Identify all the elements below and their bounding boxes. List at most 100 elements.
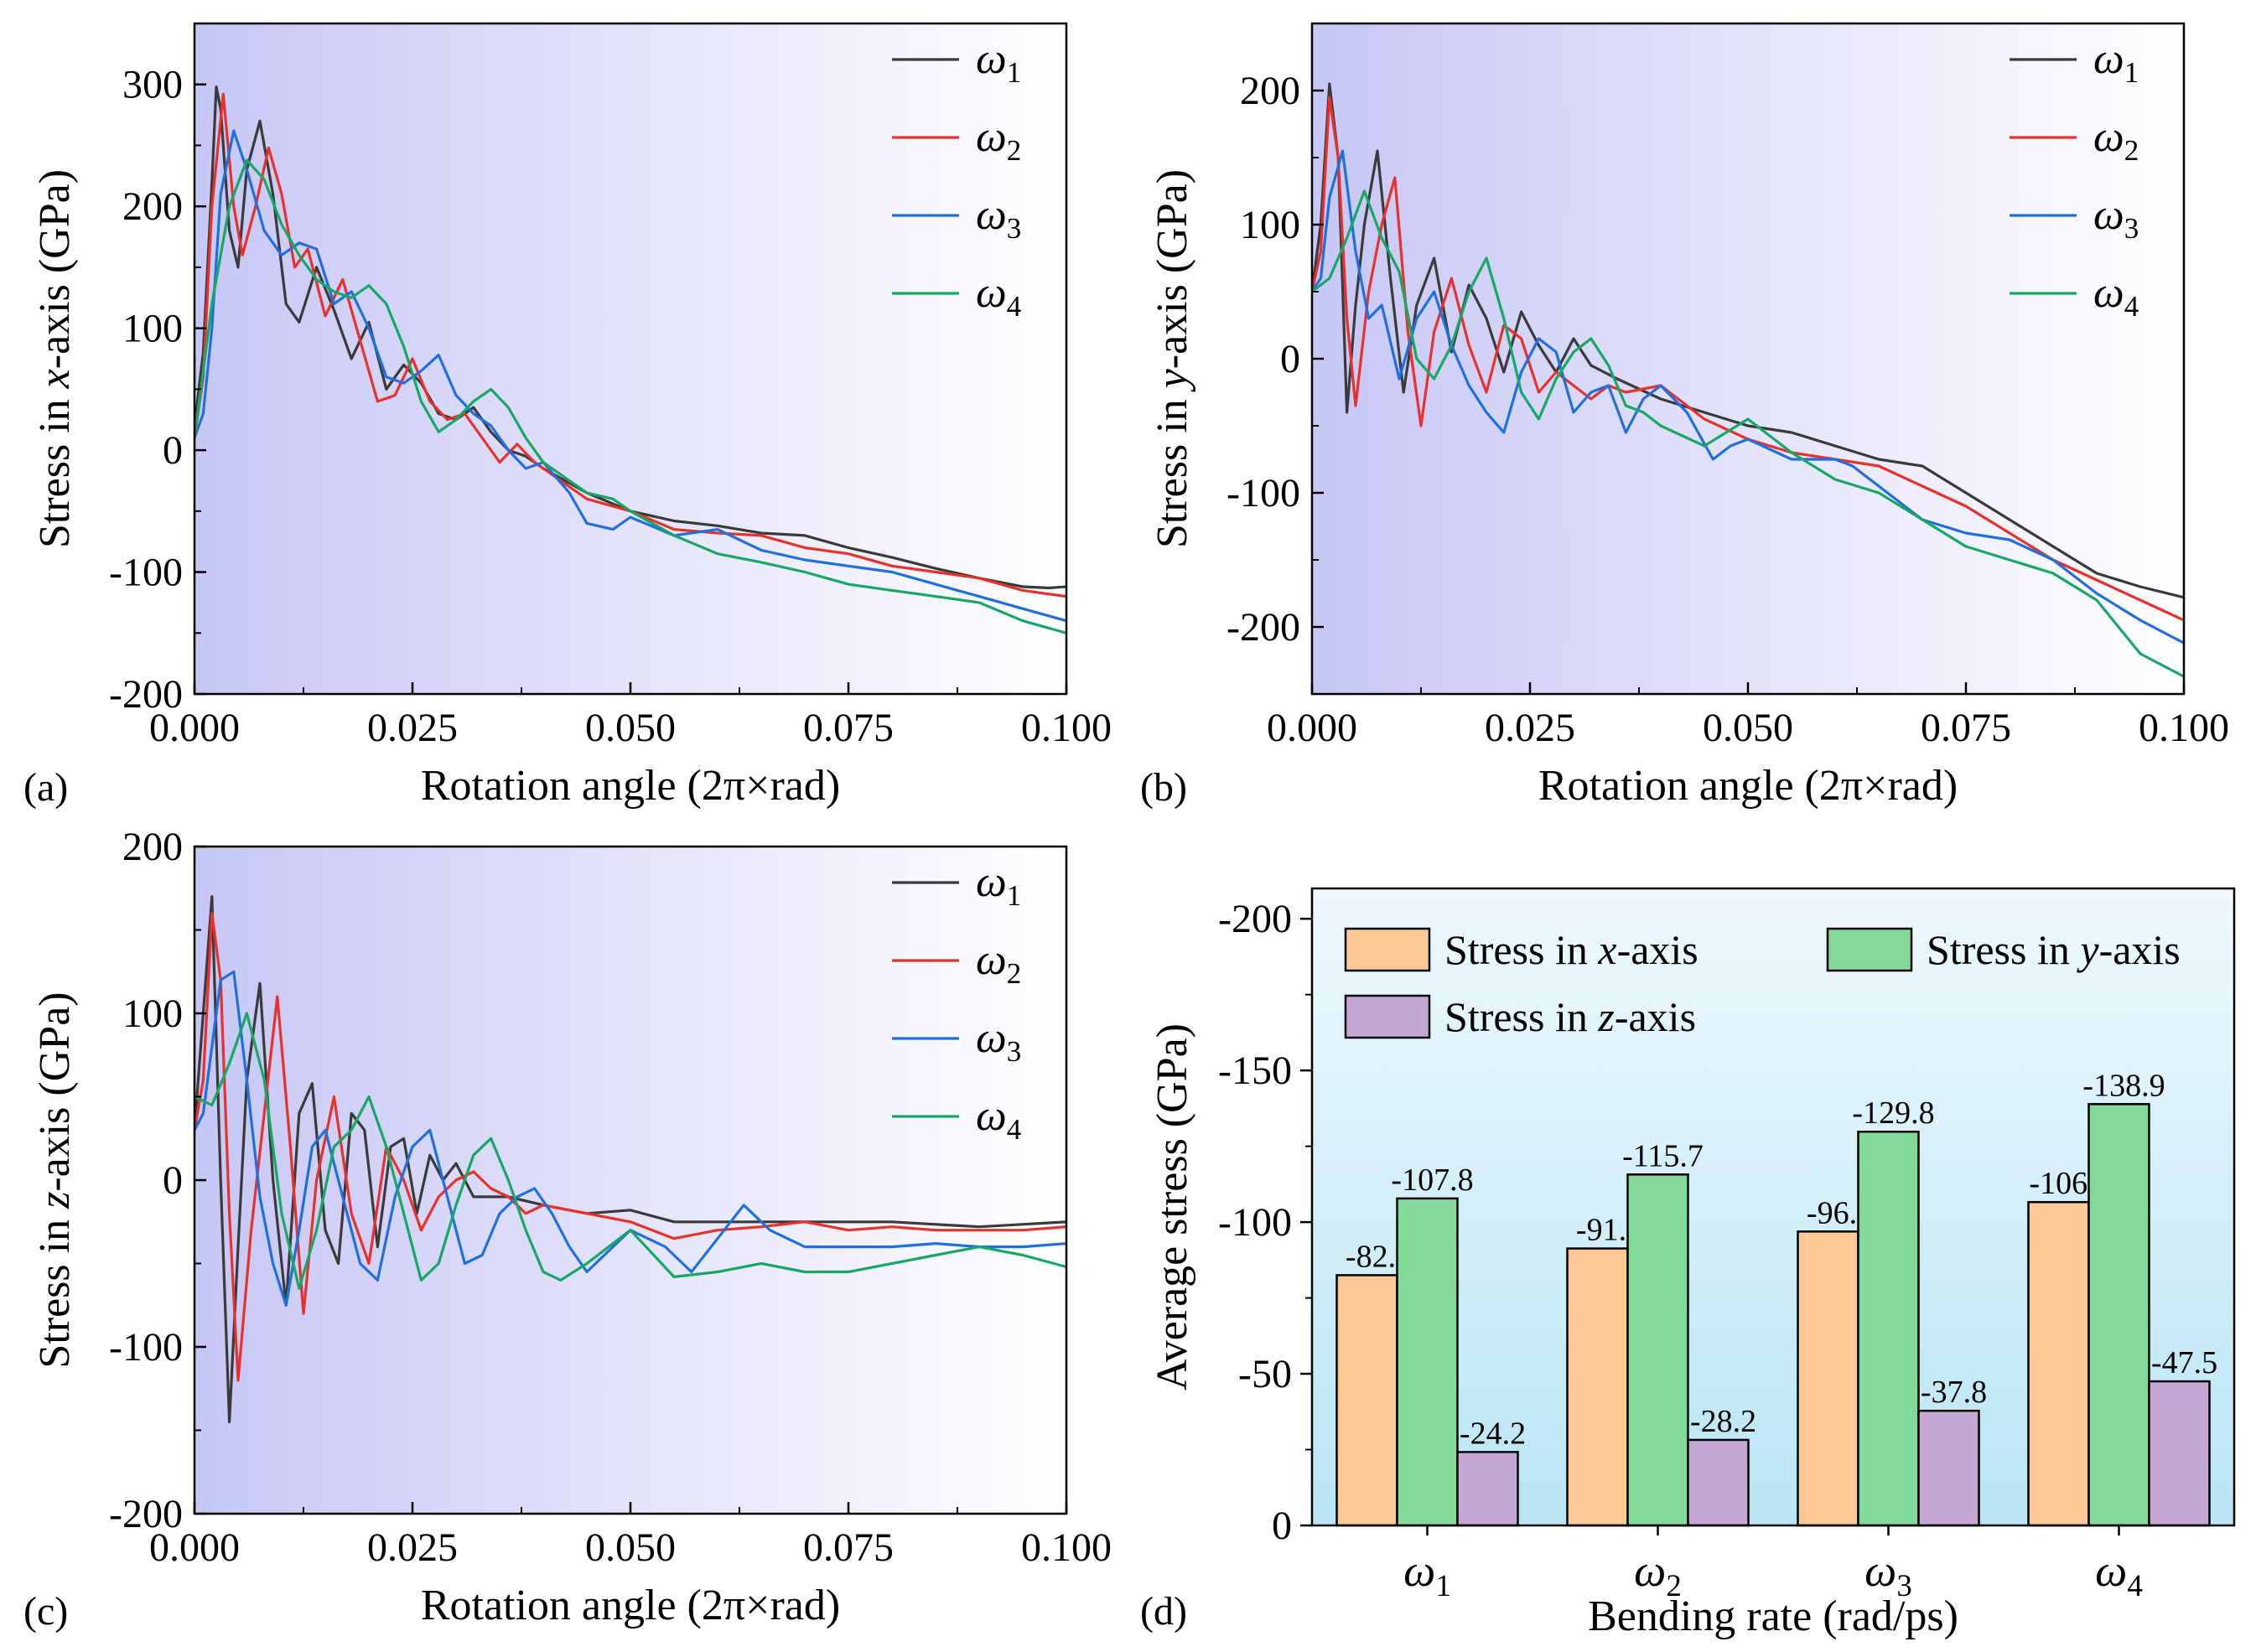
bar-data-label: -24.2: [1460, 1416, 1526, 1451]
panel-label-a: (a): [23, 765, 68, 810]
y-tick-label-d: -200: [1218, 897, 1292, 941]
panel-label-d: (d): [1140, 1589, 1187, 1634]
bar-x-w3: [1797, 1230, 1859, 1527]
bar-x-w1: [1335, 1274, 1398, 1527]
legend-entry-b-w2-base: ω: [2093, 113, 2124, 161]
x-tick-label-d-w3: ω3: [1864, 1546, 1912, 1603]
x-tick-label-c: 0.050: [585, 1525, 676, 1570]
x-axis-label-a: Rotation angle (2π×rad): [421, 762, 840, 810]
bar-data-label: -37.8: [1921, 1375, 1987, 1410]
x-tick-label-a: 0.025: [367, 706, 458, 750]
y-tick-label-c: 100: [122, 992, 183, 1036]
y-tick-label-b: 200: [1240, 69, 1300, 113]
x-tick-label-a: 0.050: [585, 706, 676, 750]
legend-entry-c-w3-base: ω: [976, 1014, 1007, 1062]
x-tick-label-c: 0.100: [1021, 1525, 1112, 1570]
y-tick-label-a: 100: [122, 307, 183, 351]
y-tick-label-b: -100: [1227, 471, 1300, 515]
legend-entry-b-w4-base: ω: [2093, 269, 2124, 317]
bar-y-w3: [1857, 1130, 1920, 1527]
legend-entry-y: Stress in y-axis: [1927, 926, 2181, 973]
bar-data-label: -28.2: [1690, 1404, 1756, 1439]
legend-entry-b-w4-sub: 4: [2124, 290, 2139, 323]
y-tick-label-b: 0: [1280, 337, 1300, 381]
chart-c-stress-z: 0.000 0.025 0.050 0.075 0.100 200 100 0 -100 -200…: [31, 825, 1112, 1629]
legend-entry-y-part-0: Stress in: [1927, 926, 2080, 973]
legend-entry-c-w1-base: ω: [976, 858, 1007, 906]
y-tick-label-c: -200: [109, 1492, 183, 1536]
legend-entry-a-w3-sub: 3: [1007, 212, 1022, 245]
bar-data-label: -129.8: [1852, 1095, 1934, 1131]
bar-y-w4: [2087, 1103, 2150, 1527]
bar-z-w4: [2148, 1380, 2211, 1527]
legend-entry-a-w1-base: ω: [976, 35, 1007, 83]
x-tick-label-c: 0.000: [149, 1525, 240, 1570]
y-axis-label-d: Average stress (GPa): [1149, 1023, 1196, 1390]
legend-entry-b-w4: ω4: [2093, 269, 2139, 323]
bar-data-label: -107.8: [1391, 1163, 1473, 1198]
y-axis-label-a: Stress in x-axis (GPa): [31, 169, 79, 548]
series-line-a-w1: [194, 85, 1066, 590]
series-line-c-w3: [194, 970, 1066, 1307]
y-tick-label-c: 0: [163, 1158, 183, 1203]
legend-entry-a-w2-base: ω: [976, 113, 1007, 161]
legend-entry-c-w3: ω3: [976, 1014, 1021, 1068]
bar-z-w2: [1687, 1438, 1750, 1527]
y-axis-label-a-part-2: -axis (GPa): [31, 169, 79, 369]
series-line-b-w4: [1312, 189, 2184, 678]
x-tick-label-a: 0.075: [803, 706, 894, 750]
y-tick-label-d: -50: [1238, 1352, 1292, 1396]
legend-entry-b-w3-sub: 3: [2124, 212, 2139, 245]
x-tick-label-d-w3-sub: 3: [1896, 1569, 1912, 1603]
y-axis-label-c-part-1: z: [31, 1192, 79, 1209]
plot-frame-d: [1310, 887, 2236, 1527]
bar-x-w4: [2027, 1200, 2090, 1527]
y-axis-label-b-part-2: -axis (GPa): [1149, 169, 1196, 369]
x-tick-label-d-w2: ω2: [1634, 1546, 1682, 1603]
plot-area-a: [194, 23, 1066, 694]
x-tick-label-d-w1-sub: 1: [1435, 1569, 1451, 1603]
y-tick-label-b: 100: [1240, 203, 1300, 247]
legend-entry-c-w2-base: ω: [976, 936, 1007, 984]
chart-d-average-stress: -82.5-107.8-24.2ω1-91.3-115.7-28.2ω2-96.…: [1149, 887, 2236, 1640]
y-axis-label-a-part-1: x: [31, 369, 79, 389]
legend-entry-a-w3: ω3: [976, 191, 1021, 245]
bar-y-w1: [1396, 1197, 1459, 1527]
legend-entry-x-part-0: Stress in: [1444, 926, 1598, 973]
legend-entry-a-w1-sub: 1: [1007, 56, 1022, 89]
series-line-b-w1: [1312, 82, 2184, 599]
legend-entry-x-part-1: x: [1597, 926, 1616, 973]
y-tick-label-a: 200: [122, 184, 183, 229]
x-tick-label-a: 0.100: [1021, 706, 1112, 750]
y-tick-label-a: 0: [163, 428, 183, 473]
legend-entry-a-w2: ω2: [976, 113, 1021, 167]
y-tick-label-d: 0: [1272, 1504, 1292, 1548]
x-tick-label-b: 0.000: [1267, 706, 1357, 750]
y-tick-label-d: -100: [1218, 1200, 1292, 1245]
x-tick-label-c: 0.075: [803, 1525, 894, 1570]
x-tick-label-d-w3-base: ω: [1864, 1546, 1896, 1596]
legend-entry-a-w4-sub: 4: [1007, 290, 1022, 323]
bar-data-label: -138.9: [2082, 1068, 2165, 1103]
legend-entry-z: Stress in z-axis: [1444, 993, 1696, 1040]
bar-z-w3: [1917, 1409, 1980, 1527]
x-tick-label-b: 0.050: [1703, 706, 1793, 750]
legend-entry-z-part-1: z: [1597, 993, 1614, 1040]
legend-entry-b-w3: ω3: [2093, 191, 2139, 245]
y-tick-label-b: -200: [1227, 605, 1300, 650]
y-tick-label-a: 300: [122, 63, 183, 107]
legend-entry-y-part-1: y: [2076, 926, 2099, 973]
x-axis-label-b: Rotation angle (2π×rad): [1538, 762, 1958, 810]
legend-entry-z-part-0: Stress in: [1444, 993, 1598, 1040]
y-axis-label-c: Stress in z-axis (GPa): [31, 992, 79, 1368]
x-tick-label-c: 0.025: [367, 1525, 458, 1570]
plot-area-c: [194, 847, 1066, 1514]
series-line-a-w2: [194, 92, 1066, 598]
y-tick-label-a: -200: [109, 672, 183, 717]
legend-swatch-y: [1826, 927, 1913, 972]
legend-entry-b-w3-base: ω: [2093, 191, 2124, 239]
x-tick-label-b: 0.100: [2139, 706, 2229, 750]
series-line-c-w2: [194, 911, 1066, 1382]
legend-entry-c-w1: ω1: [976, 858, 1021, 912]
